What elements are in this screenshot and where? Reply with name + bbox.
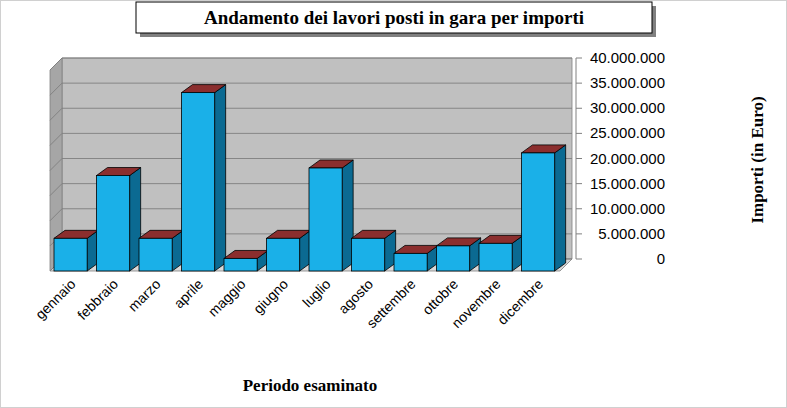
- bar-top: [437, 238, 481, 246]
- x-axis-title: Periodo esaminato: [243, 376, 378, 395]
- tick-mark: [576, 158, 582, 159]
- bar-front: [309, 168, 342, 271]
- bar-side: [215, 85, 226, 271]
- bar-top: [309, 160, 353, 168]
- bar-side: [555, 145, 566, 271]
- tick-mark: [576, 208, 582, 209]
- bars: [54, 85, 566, 271]
- bar: [352, 230, 396, 271]
- bar-front: [522, 153, 555, 271]
- tick-label: 0: [657, 250, 665, 267]
- category-label: febbraio: [74, 276, 121, 323]
- bar: [394, 245, 438, 271]
- bar-top: [267, 230, 311, 238]
- category-label: ottobre: [419, 276, 461, 318]
- tick-mark: [576, 83, 582, 84]
- bar: [54, 230, 98, 271]
- tick-label: 30.000.000: [590, 99, 665, 116]
- bar-top: [182, 85, 226, 93]
- bar: [224, 250, 268, 271]
- grid-line: [50, 83, 572, 95]
- bar-top: [352, 230, 396, 238]
- bar-top: [97, 168, 141, 176]
- bar-front: [479, 243, 512, 271]
- chart-title: Andamento dei lavori posti in gara per i…: [204, 7, 584, 28]
- grid-line: [50, 58, 572, 70]
- grid-line: [50, 108, 572, 120]
- bar-front: [267, 238, 300, 271]
- category-label: settembre: [363, 276, 418, 331]
- category-label: maggio: [205, 276, 249, 320]
- category-label: giugno: [250, 276, 291, 317]
- category-label: luglio: [299, 276, 334, 311]
- tick-mark: [576, 58, 582, 59]
- y-axis-line: [576, 58, 577, 259]
- tick-label: 10.000.000: [590, 200, 665, 217]
- tick-mark: [576, 108, 582, 109]
- category-label: agosto: [335, 276, 376, 317]
- bar: [182, 85, 226, 271]
- bar: [309, 160, 353, 271]
- bar-top: [522, 145, 566, 153]
- tick-mark: [576, 233, 582, 234]
- bar: [437, 238, 481, 271]
- grid-line: [50, 133, 572, 145]
- chart-container: 0 5.000.000 10.000.000 15.000.000 20.000.000…: [0, 0, 787, 408]
- bar-top: [139, 230, 183, 238]
- bar-front: [352, 238, 385, 271]
- bar: [479, 235, 523, 271]
- category-label: novembre: [448, 276, 503, 331]
- y-axis-title: Importi (in Euro): [748, 96, 767, 223]
- tick-mark: [576, 183, 582, 184]
- category-label: aprile: [171, 276, 207, 312]
- bar: [267, 230, 311, 271]
- tick-mark: [576, 133, 582, 134]
- tick-label: 25.000.000: [590, 124, 665, 141]
- category-label: marzo: [125, 276, 164, 315]
- title-box: [136, 2, 652, 33]
- bar-front: [97, 176, 130, 271]
- chart: 0 5.000.000 10.000.000 15.000.000 20.000.000…: [0, 0, 787, 408]
- bar-top: [394, 245, 438, 253]
- bar-front: [224, 258, 257, 271]
- category-label: gennaio: [32, 276, 79, 323]
- bar-top: [54, 230, 98, 238]
- tick-label: 35.000.000: [590, 74, 665, 91]
- bar-front: [54, 238, 87, 271]
- bar-front: [139, 238, 172, 271]
- bar-front: [437, 246, 470, 271]
- tick-mark: [576, 259, 582, 260]
- tick-label: 15.000.000: [590, 175, 665, 192]
- chart-frame: [1, 1, 787, 408]
- bar-top: [479, 235, 523, 243]
- tick-label: 40.000.000: [590, 49, 665, 66]
- bar-front: [182, 93, 215, 271]
- tick-label: 20.000.000: [590, 150, 665, 167]
- bar: [522, 145, 566, 271]
- bar-top: [224, 250, 268, 258]
- tick-label: 5.000.000: [598, 225, 665, 242]
- category-label: dicembre: [494, 276, 546, 328]
- bar-front: [394, 253, 427, 271]
- bar: [139, 230, 183, 271]
- bar: [97, 168, 141, 271]
